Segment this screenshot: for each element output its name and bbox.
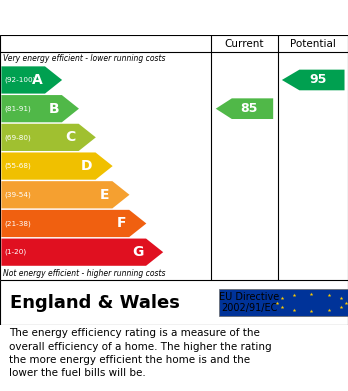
Text: C: C (66, 130, 76, 144)
Text: The energy efficiency rating is a measure of the
overall efficiency of a home. T: The energy efficiency rating is a measur… (9, 328, 271, 378)
Text: F: F (117, 217, 126, 230)
Polygon shape (1, 181, 129, 208)
Polygon shape (216, 99, 273, 119)
Text: E: E (100, 188, 110, 202)
Text: (69-80): (69-80) (4, 134, 31, 141)
Text: A: A (31, 73, 42, 87)
Polygon shape (1, 124, 96, 151)
Text: Potential: Potential (290, 39, 336, 48)
Text: Very energy efficient - lower running costs: Very energy efficient - lower running co… (3, 54, 166, 63)
Text: (1-20): (1-20) (4, 249, 26, 255)
Text: (92-100): (92-100) (4, 77, 35, 83)
Text: (39-54): (39-54) (4, 192, 31, 198)
Text: (21-38): (21-38) (4, 220, 31, 227)
Polygon shape (1, 152, 113, 180)
Text: Current: Current (225, 39, 264, 48)
Text: (81-91): (81-91) (4, 106, 31, 112)
Text: Not energy efficient - higher running costs: Not energy efficient - higher running co… (3, 269, 166, 278)
Text: 95: 95 (310, 74, 327, 86)
Text: (55-68): (55-68) (4, 163, 31, 169)
Text: England & Wales: England & Wales (10, 294, 180, 312)
Text: EU Directive
2002/91/EC: EU Directive 2002/91/EC (219, 292, 279, 313)
Text: B: B (48, 102, 59, 116)
Text: Energy Efficiency Rating: Energy Efficiency Rating (9, 9, 238, 27)
Text: 85: 85 (240, 102, 258, 115)
FancyBboxPatch shape (219, 289, 348, 316)
Text: D: D (81, 159, 93, 173)
Polygon shape (1, 210, 146, 237)
Text: G: G (132, 245, 143, 259)
Polygon shape (1, 66, 62, 93)
Polygon shape (1, 239, 163, 266)
Polygon shape (1, 95, 79, 122)
Polygon shape (282, 70, 345, 90)
